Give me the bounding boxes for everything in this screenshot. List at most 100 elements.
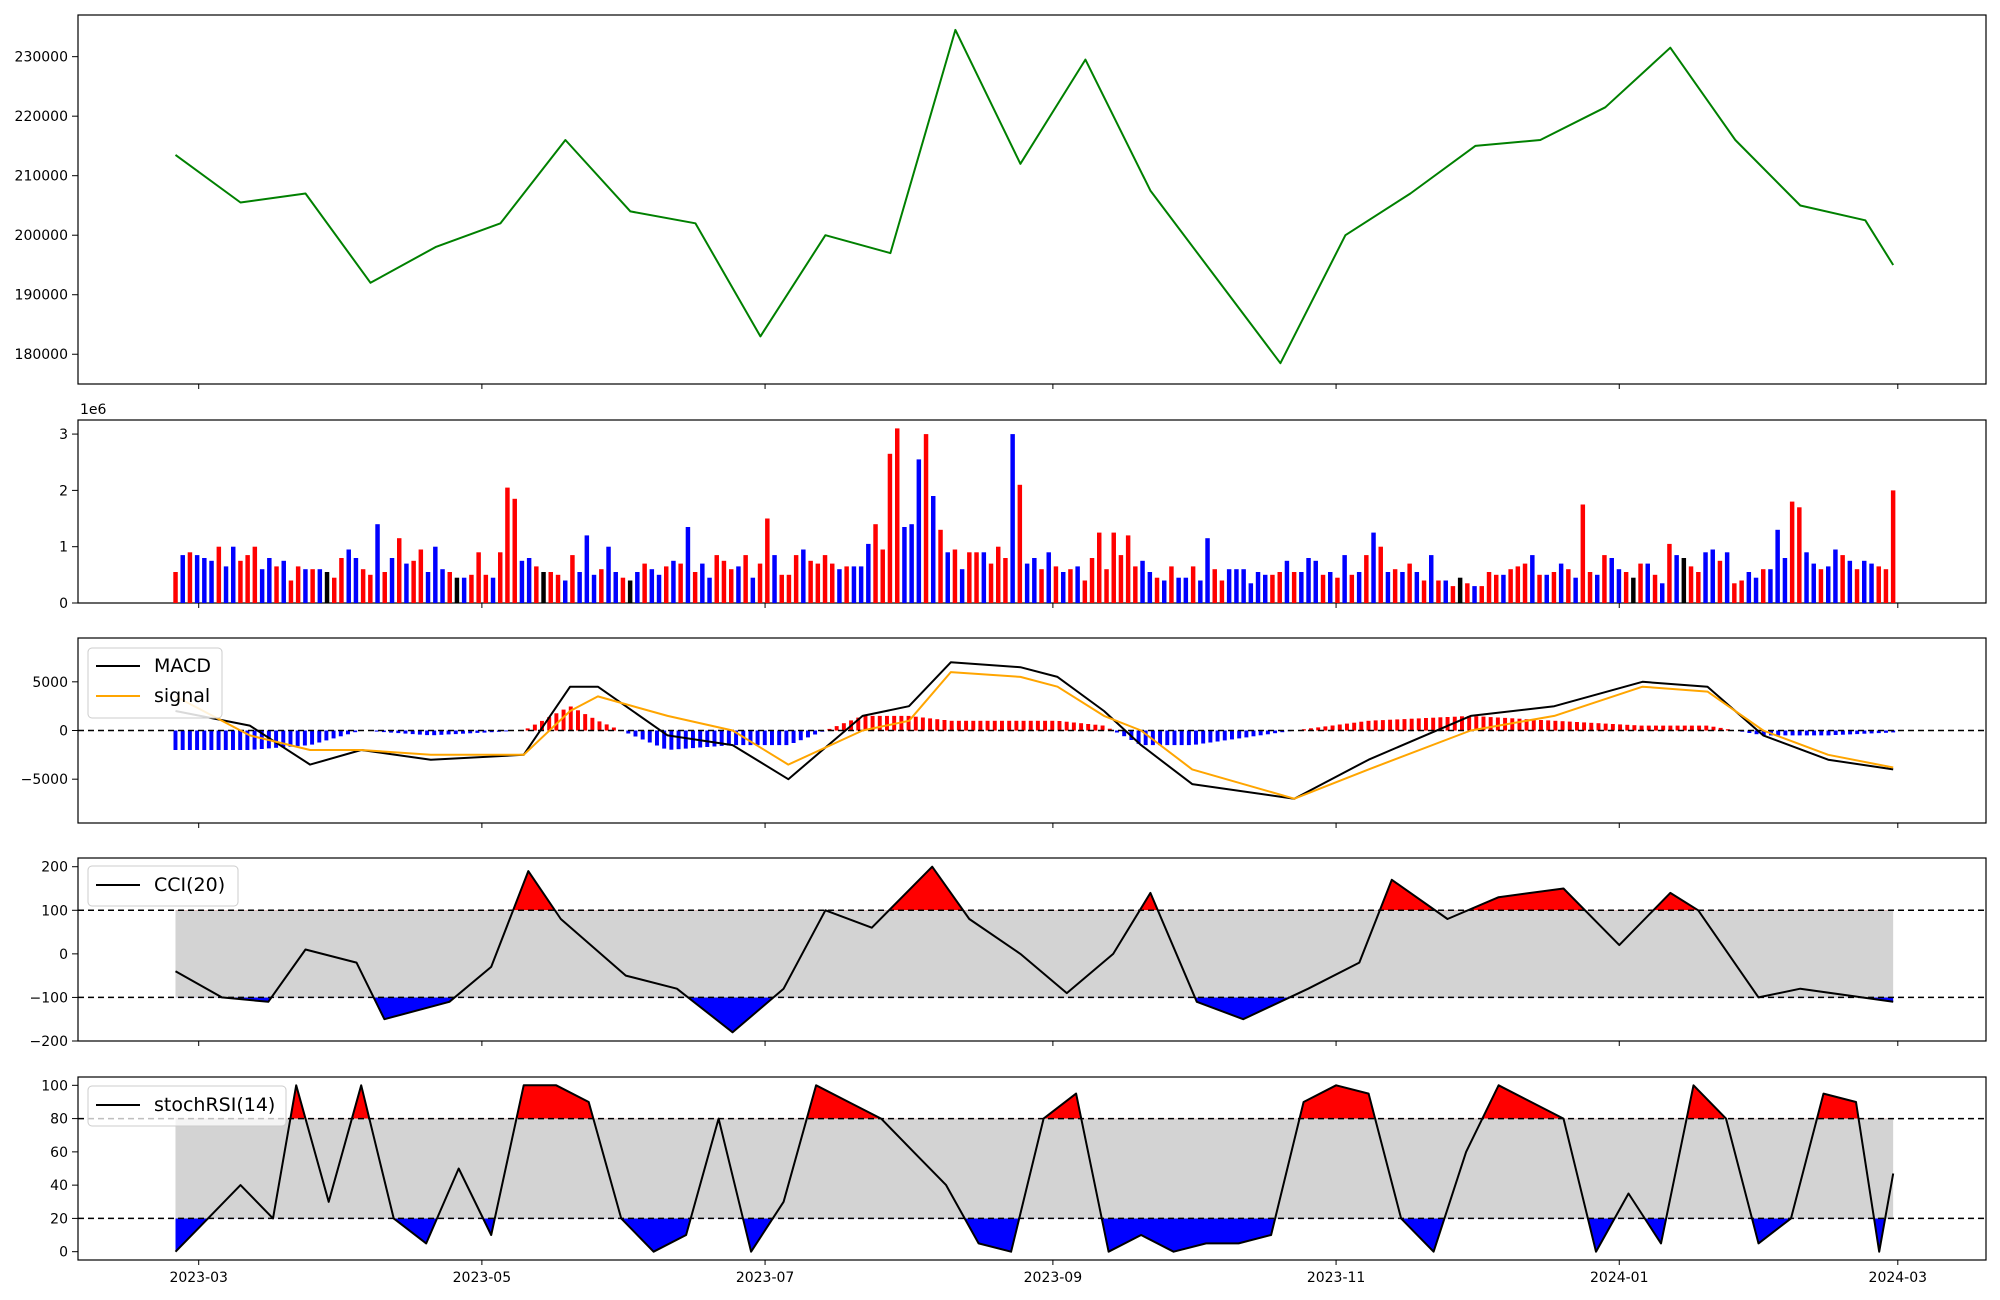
volume-bar (772, 555, 777, 603)
volume-bar (1125, 535, 1131, 603)
histogram-bar (1661, 725, 1666, 731)
histogram-bar (698, 730, 703, 748)
histogram-bar (1000, 720, 1004, 731)
volume-bar (1075, 566, 1080, 603)
volume-bar (959, 569, 965, 603)
y-tick-label: 180000 (15, 347, 68, 363)
histogram-bar (1639, 725, 1644, 731)
histogram-bar (870, 715, 875, 731)
volume-bar (1248, 583, 1254, 603)
volume-bar (454, 577, 460, 603)
y-tick-label: 60 (50, 1145, 68, 1161)
histogram-bar (1230, 730, 1234, 740)
histogram-bar (1380, 720, 1385, 731)
histogram-bar (1265, 730, 1270, 735)
y-tick-label: 210000 (15, 169, 68, 185)
volume-bar (1219, 580, 1225, 603)
volume-bar (1465, 583, 1470, 603)
histogram-bar (877, 715, 882, 731)
histogram-bar (417, 730, 422, 735)
volume-bar (866, 543, 871, 603)
histogram-bar (216, 730, 221, 750)
histogram-bar (195, 730, 200, 750)
cci-y-axis: −200 −100 0 100 200 (30, 860, 78, 1050)
histogram-bar (1158, 730, 1163, 746)
x-tick-label: 2024-03 (1869, 1270, 1928, 1286)
histogram-bar (238, 730, 243, 750)
volume-bar (1703, 552, 1708, 603)
volume-bar (1862, 560, 1867, 603)
volume-bar (786, 574, 792, 603)
y-tick-label: 190000 (15, 288, 68, 304)
histogram-bar (1373, 720, 1378, 731)
volume-bar (1544, 574, 1549, 603)
cci-legend-label: CCI(20) (154, 874, 225, 896)
volume-bar (1277, 572, 1282, 603)
volume-bar (1501, 574, 1506, 603)
histogram-bar (1582, 722, 1587, 731)
volume-bar (245, 555, 250, 603)
volume-bar (1082, 580, 1088, 603)
histogram-bar (231, 730, 235, 750)
volume-bar (1674, 555, 1679, 603)
volume-bar (173, 572, 178, 603)
volume-bar (274, 566, 279, 603)
histogram-bar (992, 720, 997, 731)
histogram-bar (1136, 730, 1141, 744)
histogram-bar (439, 730, 444, 735)
histogram-bar (597, 721, 602, 731)
histogram-bar (640, 730, 645, 740)
histogram-bar (1079, 723, 1084, 731)
volume-bar (360, 569, 366, 603)
histogram-bar (568, 706, 573, 731)
stochrsi-panel-frame (77, 1076, 1987, 1261)
histogram-bar (1143, 730, 1148, 746)
volume-bar (1053, 566, 1059, 603)
histogram-bar (1754, 730, 1759, 735)
histogram-bar (1416, 718, 1421, 731)
stochrsi-legend-box (87, 1085, 287, 1127)
histogram-bar (906, 715, 911, 731)
volume-bar (187, 552, 193, 603)
histogram-bar (1194, 730, 1198, 745)
volume-bar (1797, 507, 1802, 603)
volume-bar (1068, 569, 1073, 603)
histogram-bar (985, 720, 990, 731)
volume-multiplier-label: 1e6 (80, 402, 107, 418)
volume-bar (714, 555, 719, 603)
histogram-bar (1560, 721, 1565, 731)
histogram-bar (259, 730, 264, 749)
volume-bar (1732, 583, 1737, 603)
volume-bar (447, 572, 452, 603)
histogram-bar (1495, 717, 1500, 731)
histogram-bar (1812, 730, 1817, 736)
histogram-bar (1057, 721, 1062, 731)
histogram-bar (381, 730, 386, 733)
histogram-bar (1107, 728, 1112, 731)
volume-bar (202, 558, 207, 603)
histogram-bar (770, 730, 774, 746)
histogram-bar (1186, 730, 1191, 746)
volume-bar (858, 566, 864, 603)
histogram-bar (561, 709, 566, 731)
volume-bar (1234, 569, 1239, 603)
volume-bar (483, 574, 489, 603)
histogram-bar (1718, 727, 1723, 731)
histogram-bar (885, 715, 889, 731)
histogram-bar (1848, 730, 1853, 735)
histogram-bar (432, 730, 437, 736)
y-tick-label: 200 (41, 860, 68, 876)
histogram-bar (576, 710, 580, 731)
histogram-bar (1208, 730, 1213, 743)
volume-bar (1061, 572, 1066, 603)
volume-bar (317, 569, 323, 603)
histogram-bar (274, 730, 279, 748)
volume-bar (808, 560, 813, 603)
volume-bar (981, 552, 987, 603)
histogram-bar (475, 730, 480, 733)
volume-bar (1847, 560, 1853, 603)
histogram-bar (1237, 730, 1242, 739)
histogram-bar (202, 730, 207, 750)
histogram-bar (1115, 730, 1119, 733)
volume-bar (1515, 566, 1521, 603)
